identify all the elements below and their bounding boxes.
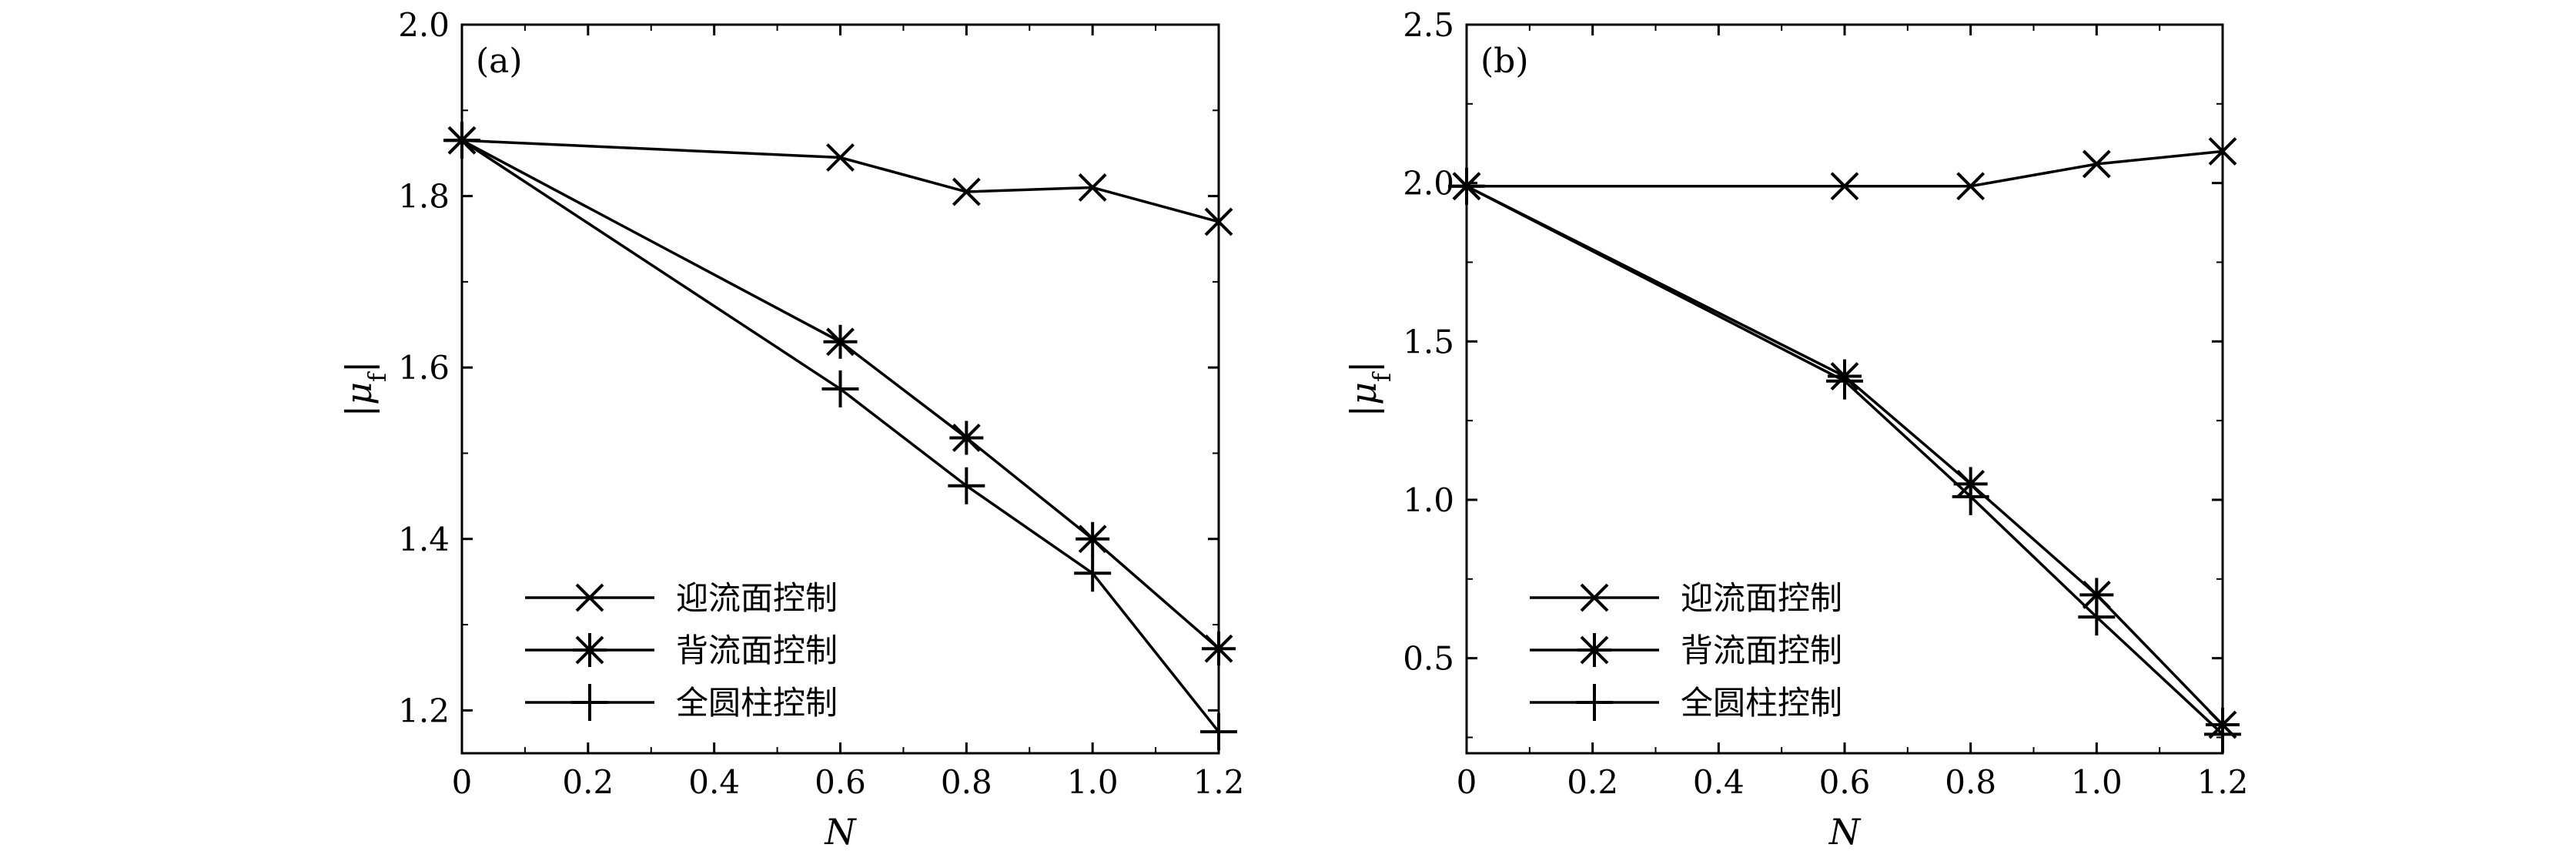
data-point-asterisk: [1202, 632, 1236, 666]
legend-item: 迎流面控制: [525, 579, 838, 617]
x-tick-label: 1.0: [1067, 763, 1119, 801]
x-tick-label: 0.6: [1819, 763, 1871, 801]
data-point-x: [1956, 172, 1986, 201]
chart-panel-a: 0 0.2 0.4 0.6 0.8 1.0 1.2 1.2 1.4 1.6 1.8 2.0 (a) N |μ…: [338, 6, 1244, 853]
legend-marker-x: [1580, 583, 1609, 612]
data-point-asterisk: [1076, 521, 1110, 556]
legend-label: 全圆柱控制: [1681, 684, 1842, 722]
y-tick-label: 1.8: [398, 178, 450, 216]
x-tick-label: 0.4: [688, 763, 740, 801]
x-tick-label: 1.0: [2071, 763, 2123, 801]
data-point-x: [1830, 172, 1859, 201]
data-point-x: [2208, 137, 2237, 166]
data-point-x: [952, 177, 981, 206]
x-axis-label: N: [1828, 811, 1862, 853]
x-tick-label: 1.2: [1193, 763, 1245, 801]
legend-marker-x: [575, 583, 604, 612]
legend-label: 迎流面控制: [1681, 579, 1842, 617]
y-tick-label: 2.5: [1403, 6, 1454, 44]
legend-item: 背流面控制: [1530, 632, 1842, 669]
series-line-plus: [462, 139, 1219, 733]
legend-item: 背流面控制: [525, 632, 838, 669]
data-point-plus: [1826, 362, 1863, 400]
x-tick-label: 0.2: [562, 763, 614, 801]
data-point-plus: [2204, 716, 2241, 753]
y-axis-label: |μf|: [338, 361, 392, 417]
y-tick-label: 2.0: [1403, 165, 1454, 203]
marker-layer: [443, 122, 1237, 751]
legend-label: 背流面控制: [676, 632, 838, 669]
chart-panel-b: 0 0.2 0.4 0.6 0.8 1.0 1.2 0.5 1.0 1.5 2.0 2.5 (b) N |μ…: [1343, 6, 2248, 853]
legend-label: 迎流面控制: [676, 579, 838, 617]
data-layer: [1467, 149, 2223, 736]
data-point-plus: [1074, 555, 1112, 592]
data-point-plus: [1448, 167, 1485, 205]
legend-item: 全圆柱控制: [1530, 684, 1842, 722]
legend-marker-asterisk: [1577, 633, 1611, 667]
series-line-plus: [1467, 185, 2223, 736]
data-point-plus: [1952, 478, 1989, 515]
x-tick-label: 0: [1457, 763, 1477, 801]
data-layer: [462, 139, 1219, 733]
legend-item: 迎流面控制: [1530, 579, 1842, 617]
x-axis-label: N: [824, 811, 857, 853]
x-tick-label: 0.4: [1693, 763, 1745, 801]
y-tick-label: 1.4: [398, 521, 450, 558]
x-tick-label: 0: [452, 763, 473, 801]
data-point-asterisk: [823, 324, 858, 359]
data-point-plus: [948, 467, 985, 504]
series-line-x: [1467, 149, 2223, 188]
legend-marker-asterisk: [573, 633, 607, 667]
panel-label: (a): [476, 42, 523, 81]
x-tick-label: 0.8: [1945, 763, 1996, 801]
data-point-x: [826, 143, 855, 172]
x-tick-label: 0.2: [1567, 763, 1618, 801]
data-point-x: [2082, 149, 2111, 179]
data-point-plus: [821, 370, 859, 407]
series-line-x: [462, 139, 1219, 223]
marker-layer: [1448, 137, 2241, 753]
legend-label: 背流面控制: [1681, 632, 1842, 669]
legend-marker-plus: [1576, 684, 1613, 721]
x-tick-label: 0.6: [815, 763, 866, 801]
data-point-x: [1204, 207, 1233, 236]
legend-marker-plus: [571, 684, 608, 721]
y-tick-label: 1.0: [1403, 481, 1454, 519]
y-axis-label: |μf|: [1343, 361, 1397, 417]
data-point-plus: [443, 122, 480, 159]
legend-item: 全圆柱控制: [525, 684, 838, 722]
panel-label: (b): [1480, 42, 1529, 81]
y-tick-label: 2.0: [398, 6, 450, 44]
data-point-asterisk: [949, 421, 984, 455]
y-tick-label: 1.6: [398, 349, 450, 387]
data-point-plus: [1200, 713, 1237, 751]
y-tick-label: 1.5: [1403, 323, 1454, 360]
y-tick-label: 0.5: [1403, 640, 1454, 678]
data-point-plus: [2078, 598, 2116, 636]
legend-label: 全圆柱控制: [676, 684, 838, 722]
y-tick-label: 1.2: [398, 692, 450, 729]
data-point-x: [1078, 173, 1107, 202]
series-line-asterisk: [1467, 185, 2223, 726]
x-tick-label: 0.8: [941, 763, 992, 801]
x-tick-label: 1.2: [2197, 763, 2249, 801]
